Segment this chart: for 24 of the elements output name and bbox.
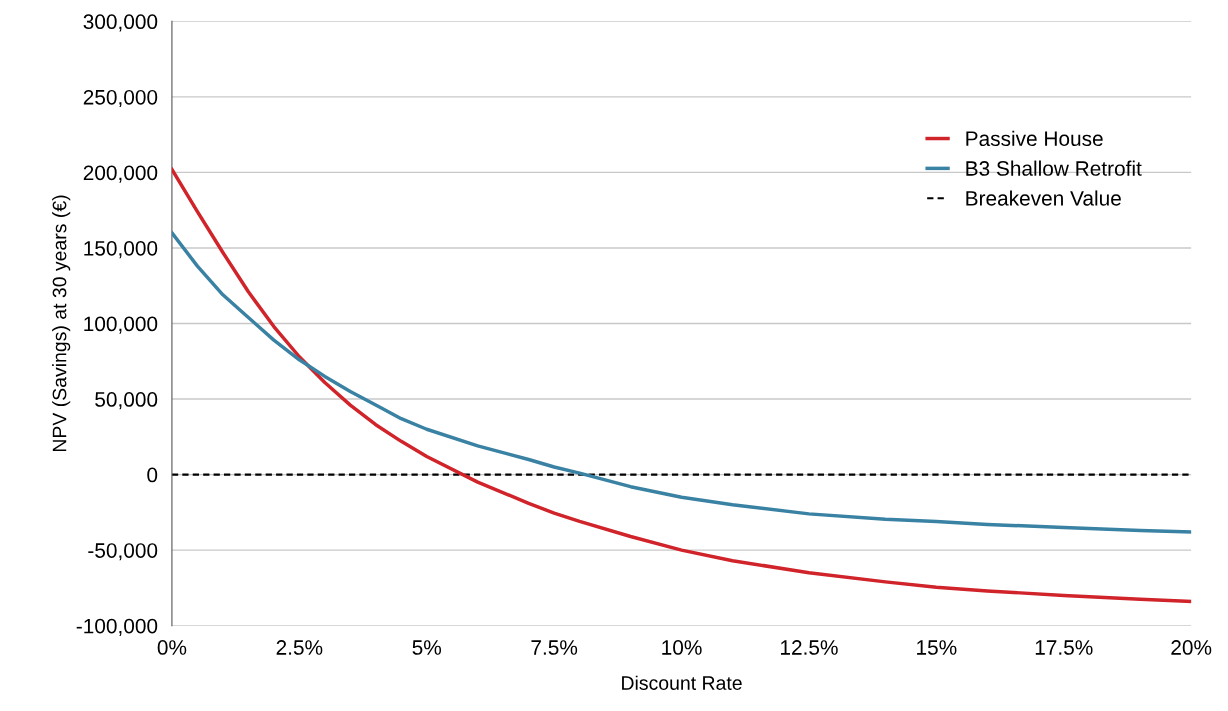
x-tick-label: 2.5% [276,640,323,655]
x-axis-title: Discount Rate [622,675,742,690]
line-series [171,231,1192,534]
y-tick-label: 0 [147,467,158,483]
y-tick-label: 50,000 [95,392,158,410]
x-tick-label: 17.5% [1035,640,1093,655]
y-tick-label: 200,000 [83,165,158,183]
legend-label: Breakeven Value [966,190,1121,206]
x-tick-label: 15% [917,640,957,655]
y-tick-label: -50,000 [88,543,158,561]
x-tick-label: 7.5% [531,640,578,655]
x-tick-label: 5% [412,640,442,655]
y-tick-label: 150,000 [84,240,158,259]
y-tick-label: -100,000 [76,618,158,636]
x-tick-label: 12.5% [781,640,838,655]
x-tick-label: 10% [662,640,702,655]
y-axis-title: NPV (Savings) at 30 years (€) [52,195,71,452]
y-tick-label: 100,000 [84,316,158,334]
legend-label: B3 Shallow Retrofit [966,160,1142,176]
x-tick-label: 20% [1171,640,1212,655]
legend-label: Passive House [966,130,1103,147]
y-tick-label: 300,000 [83,14,158,32]
y-tick-label: 250,000 [83,89,158,108]
x-tick-label: 0% [157,640,187,655]
